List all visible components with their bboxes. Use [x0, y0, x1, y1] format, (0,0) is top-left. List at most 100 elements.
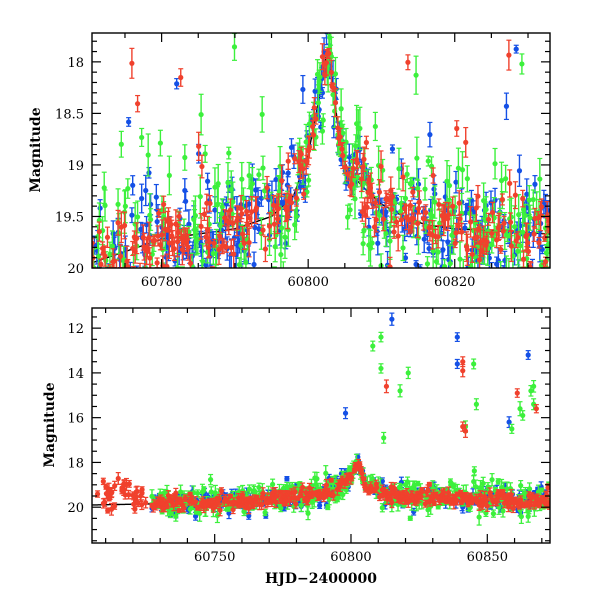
top-red-data-point: [338, 134, 343, 139]
top-green-data-point: [523, 213, 528, 218]
top-blue-data-point: [511, 311, 516, 316]
top-red-data-point: [365, 205, 370, 210]
top-blue-data-point: [199, 248, 204, 253]
top-red-data-point: [475, 235, 480, 240]
top-red-data-point: [178, 75, 183, 80]
top-red-data-point: [465, 247, 470, 252]
top-green-data-point: [498, 276, 503, 281]
top-blue-data-point: [514, 47, 519, 52]
top-red-data-point: [526, 249, 531, 254]
top-blue-data-point: [489, 271, 494, 276]
top-red-data-point: [364, 140, 369, 145]
top-green-data-point: [396, 166, 401, 171]
top-green-data-point: [332, 108, 337, 113]
top-y-tick-label: 19.5: [55, 210, 84, 225]
top-red-data-point: [513, 193, 518, 198]
top-red-data-point: [155, 260, 160, 265]
top-red-data-point: [312, 105, 317, 110]
top-green-data-point: [124, 276, 129, 281]
top-red-data-point: [416, 206, 421, 211]
top-red-data-point: [310, 124, 315, 129]
top-red-data-point: [417, 200, 422, 205]
top-red-data-point: [508, 220, 513, 225]
top-red-data-point: [294, 195, 299, 200]
top-red-data-point: [199, 164, 204, 169]
top-green-data-point: [306, 178, 311, 183]
top-red-data-point: [515, 235, 520, 240]
top-blue-data-point: [251, 262, 256, 267]
top-blue-data-point: [239, 270, 244, 275]
top-red-data-point: [212, 241, 217, 246]
top-green-data-point: [147, 213, 152, 218]
top-blue-data-point: [135, 292, 140, 297]
top-red-data-point: [435, 234, 440, 239]
top-red-data-point: [135, 101, 140, 106]
top-red-data-point: [333, 100, 338, 105]
top-red-data-point: [231, 252, 236, 257]
top-blue-data-point: [126, 119, 131, 124]
top-green-data-point: [503, 176, 508, 181]
top-blue-data-point: [440, 247, 445, 252]
top-red-data-point: [279, 178, 284, 183]
top-red-data-point: [456, 223, 461, 228]
top-red-data-point: [289, 200, 294, 205]
top-green-data-point: [413, 73, 418, 78]
top-green-data-point: [424, 279, 429, 284]
top-green-data-point: [413, 276, 418, 281]
top-blue-data-point: [462, 225, 467, 230]
top-green-data-point: [460, 167, 465, 172]
top-green-data-point: [270, 298, 275, 303]
top-red-data-point: [324, 60, 329, 65]
top-red-data-point: [272, 222, 277, 227]
top-blue-data-point: [100, 273, 105, 278]
top-red-data-point: [168, 222, 173, 227]
top-green-data-point: [260, 165, 265, 170]
top-green-data-point: [220, 204, 225, 209]
top-blue-data-point: [422, 237, 427, 242]
top-red-data-point: [361, 157, 366, 162]
top-red-data-point: [543, 259, 548, 264]
top-red-data-point: [536, 240, 541, 245]
top-red-data-point: [498, 247, 503, 252]
top-red-data-point: [131, 269, 136, 274]
top-red-data-point: [326, 51, 331, 56]
top-blue-data-point: [133, 284, 138, 289]
top-green-data-point: [435, 250, 440, 255]
top-blue-data-point: [527, 286, 532, 291]
top-blue-data-point: [347, 154, 352, 159]
top-red-data-point: [396, 233, 401, 238]
top-red-data-point: [286, 159, 291, 164]
top-green-data-point: [158, 140, 163, 145]
top-red-data-point: [410, 190, 415, 195]
top-y-tick-label: 20: [67, 262, 84, 277]
top-blue-data-point: [101, 288, 106, 293]
top-green-data-point: [369, 240, 374, 245]
top-red-data-point: [486, 217, 491, 222]
top-green-data-point: [465, 176, 470, 181]
top-x-tick-label: 60800: [287, 275, 328, 290]
top-red-data-point: [161, 202, 166, 207]
top-green-data-point: [400, 245, 405, 250]
top-red-data-point: [124, 275, 129, 280]
top-green-data-point: [144, 290, 149, 295]
top-green-data-point: [504, 271, 509, 276]
top-green-data-point: [447, 183, 452, 188]
top-red-data-point: [105, 235, 110, 240]
top-red-data-point: [152, 238, 157, 243]
top-red-data-point: [411, 216, 416, 221]
top-red-data-point: [199, 224, 204, 229]
top-red-data-point: [507, 181, 512, 186]
top-green-data-point: [339, 106, 344, 111]
top-green-data-point: [517, 282, 522, 287]
top-y-tick-label: 18.5: [55, 107, 84, 122]
top-red-data-point: [264, 185, 269, 190]
top-red-data-point: [113, 282, 118, 287]
top-green-data-point: [317, 74, 322, 79]
top-red-data-point: [539, 204, 544, 209]
top-y-tick-label: 19: [67, 159, 84, 174]
top-red-data-point: [114, 271, 119, 276]
top-red-data-point: [389, 207, 394, 212]
top-green-data-point: [239, 177, 244, 182]
top-green-data-point: [321, 118, 326, 123]
